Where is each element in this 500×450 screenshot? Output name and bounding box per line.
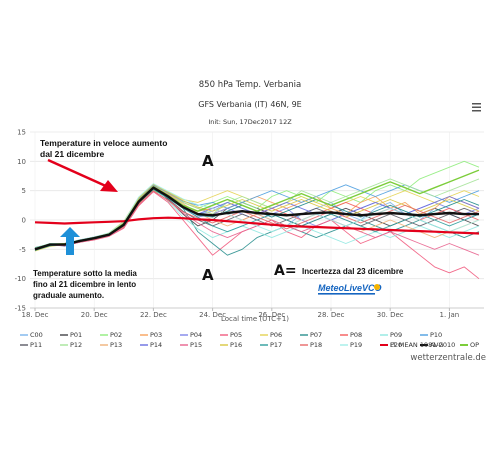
legend-item[interactable]: OP — [460, 341, 479, 349]
y-tick-label: -5 — [19, 246, 26, 254]
y-tick-label: 0 — [22, 217, 26, 225]
annotation-bottom-line1: Temperature sotto la media — [33, 269, 137, 278]
legend-label: P08 — [350, 331, 362, 339]
x-tick-label: 28. Dec — [318, 311, 345, 319]
legend-label: P18 — [310, 341, 322, 349]
legend-item[interactable]: P10 — [420, 331, 442, 339]
legend-label: C00 — [30, 331, 43, 339]
y-tick-label: 15 — [17, 129, 26, 137]
legend-item[interactable]: P12 — [60, 341, 82, 349]
legend-item[interactable]: P02 — [100, 331, 122, 339]
legend-label: P07 — [310, 331, 322, 339]
legend-label: P06 — [270, 331, 282, 339]
legend-label: P11 — [30, 341, 42, 349]
legend-label: P10 — [430, 331, 442, 339]
y-tick-label: 5 — [22, 187, 26, 195]
plot-series — [34, 160, 480, 280]
legend-item[interactable]: P03 — [140, 331, 162, 339]
legend-item[interactable]: P19 — [340, 341, 362, 349]
annotation-bottom-line2: fino al 21 dicembre in lento — [33, 280, 136, 289]
x-tick-label: 18. Dec — [22, 311, 49, 319]
legend-label: P20 — [390, 341, 402, 349]
x-tick-label: 26. Dec — [258, 311, 285, 319]
legend-item[interactable]: C00 — [20, 331, 43, 339]
annotation-bottom-line3: graduale aumento. — [33, 291, 104, 300]
legend-item[interactable]: P14 — [140, 341, 162, 349]
legend-item[interactable]: P06 — [260, 331, 282, 339]
legend-item[interactable]: P13 — [100, 341, 122, 349]
series-line-lt-mean-1981-2010 — [34, 216, 480, 235]
x-tick-label: 22. Dec — [140, 311, 167, 319]
legend-item[interactable]: P05 — [220, 331, 242, 339]
annotation-top-line1: Temperature in veloce aumento — [40, 138, 167, 148]
legend-label: P03 — [150, 331, 162, 339]
legend-label: P19 — [350, 341, 362, 349]
legend-item[interactable]: P16 — [220, 341, 242, 349]
legend-key-text: Incertezza dal 23 dicembre — [302, 267, 404, 276]
chart-title: 850 hPa Temp. Verbania — [199, 80, 301, 90]
y-tick-label: 10 — [17, 158, 26, 166]
legend-label: P15 — [190, 341, 202, 349]
legend-label: P17 — [270, 341, 282, 349]
chart-subtitle: GFS Verbania (IT) 46N, 9E — [198, 100, 302, 109]
blue-arrow-icon — [60, 227, 80, 255]
red-arrow-head — [100, 180, 118, 192]
x-tick-label: 1. Jan — [440, 311, 460, 319]
series-line-avg — [34, 186, 479, 251]
y-tick-label: -10 — [15, 275, 26, 283]
annotation-top: Temperature in veloce aumento dal 21 dic… — [40, 138, 167, 192]
chart-init: Init: Sun, 17Dec2017 12Z — [208, 118, 292, 126]
legend-item[interactable]: P01 — [60, 331, 82, 339]
legend-item[interactable]: P18 — [300, 341, 322, 349]
x-axis-title: Local time (UTC+1) — [221, 315, 289, 323]
legend-label: LT MEAN 1981-2010 — [390, 341, 455, 349]
legend-item[interactable]: P04 — [180, 331, 202, 339]
legend-label: AVG — [430, 341, 444, 349]
legend-label: OP — [470, 341, 479, 349]
chart-legend: C00 P01 P02 P03 P04 P05 P06 P07 P08 P09 P10 P11 P12 P… — [20, 331, 479, 349]
annotation-bottom: Temperature sotto la media fino al 21 di… — [33, 227, 137, 300]
legend-label: P05 — [230, 331, 242, 339]
legend-label: P04 — [190, 331, 202, 339]
legend-key-a: A= — [274, 263, 297, 279]
x-tick-label: 20. Dec — [81, 311, 108, 319]
mark-a-lower: A — [202, 266, 214, 284]
legend-label: P12 — [70, 341, 82, 349]
legend-item[interactable]: P15 — [180, 341, 202, 349]
mark-a-upper: A — [202, 152, 214, 170]
legend-label: P16 — [230, 341, 242, 349]
legend-item[interactable]: P11 — [20, 341, 42, 349]
svg-text:MeteoLiveVCO: MeteoLiveVCO — [318, 283, 382, 293]
legend-item[interactable]: P07 — [300, 331, 322, 339]
meteolivevco-logo: MeteoLiveVCO — [318, 283, 382, 295]
legend-item[interactable]: LT MEAN 1981-2010 — [380, 341, 455, 349]
red-arrow-shaft — [47, 158, 109, 189]
x-axis: 18. Dec 20. Dec 22. Dec 24. Dec 26. Dec 28. D… — [22, 307, 484, 319]
legend-item[interactable]: P08 — [340, 331, 362, 339]
legend-label: P13 — [110, 341, 122, 349]
x-tick-label: 24. Dec — [199, 311, 226, 319]
legend-label: P01 — [70, 331, 82, 339]
annotation-top-line2: dal 21 dicembre — [40, 149, 105, 159]
y-axis: -15 -10 -5 0 5 10 15 — [15, 129, 26, 313]
chart-menu-icon[interactable] — [472, 103, 481, 112]
legend-item[interactable]: P17 — [260, 341, 282, 349]
legend-label: P02 — [110, 331, 122, 339]
y-tick-label: -15 — [15, 305, 26, 313]
x-tick-label: 30. Dec — [377, 311, 404, 319]
legend-item[interactable]: AVG — [420, 341, 444, 349]
legend-item[interactable]: P09 — [380, 331, 402, 339]
legend-label: P14 — [150, 341, 162, 349]
legend-label: P09 — [390, 331, 402, 339]
credit-text: wetterzentrale.de — [410, 353, 486, 363]
